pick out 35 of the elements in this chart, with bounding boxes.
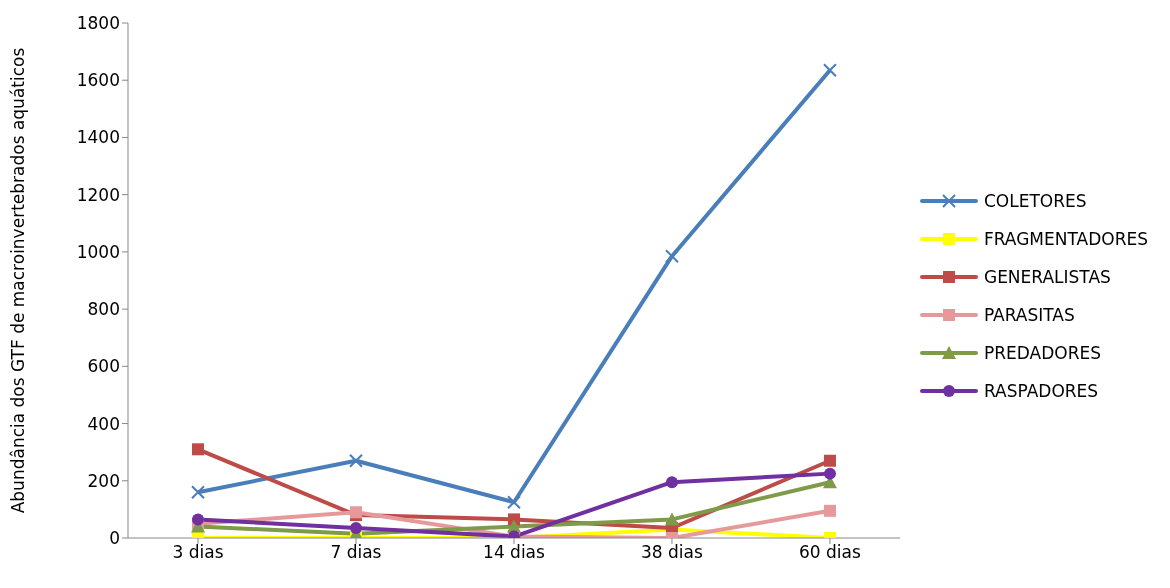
y-tick-label: 1000 <box>76 241 120 262</box>
y-tick-label: 600 <box>87 356 120 377</box>
point <box>192 513 204 526</box>
x-tick-label: 7 dias <box>330 542 382 563</box>
y-tick-label: 1600 <box>76 70 120 91</box>
y-tick-label: 200 <box>87 470 120 491</box>
point <box>192 443 204 456</box>
legend-label: COLETORES <box>983 190 1087 211</box>
y-tick-label: 1400 <box>76 127 120 148</box>
point <box>506 495 521 510</box>
legend-label: PREDADORES <box>983 342 1101 363</box>
x-tick-label: 60 dias <box>799 542 862 563</box>
x-tick-label: 38 dias <box>641 542 704 563</box>
y-axis-title: Abundância dos GTF de macroinvertebrados aquáticos <box>8 47 29 514</box>
y-tick-label: 1200 <box>76 184 120 205</box>
point <box>823 504 836 517</box>
point <box>191 485 205 500</box>
legend-label: GENERALISTAS <box>983 266 1111 287</box>
point <box>664 249 679 264</box>
y-tick-label: 800 <box>87 299 120 320</box>
point <box>664 512 679 526</box>
point <box>349 521 362 534</box>
point <box>822 63 837 78</box>
point <box>823 467 836 480</box>
legend-label: PARASITAS <box>983 304 1075 325</box>
y-tick-label: 0 <box>109 528 120 549</box>
x-tick-label: 14 dias <box>483 542 546 563</box>
point <box>348 453 363 468</box>
legend-label: FRAGMENTADORES <box>983 228 1148 249</box>
legend-label: RASPADORES <box>983 380 1099 401</box>
x-tick-label: 3 dias <box>172 542 224 563</box>
point <box>823 454 836 467</box>
y-tick-label: 1800 <box>76 13 120 34</box>
y-tick-label: 400 <box>87 413 120 434</box>
point <box>665 476 678 489</box>
